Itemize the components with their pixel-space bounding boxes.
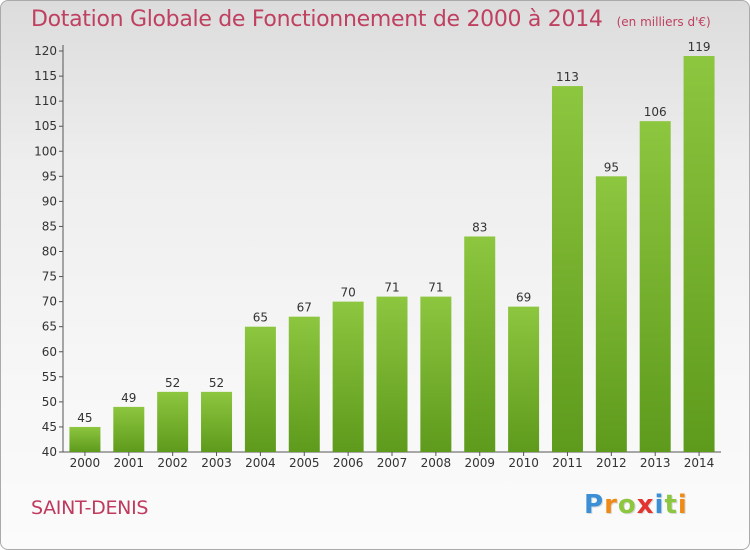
bar [420,296,452,452]
x-tick-label: 2000 [70,456,101,470]
logo-letter: i [654,490,665,520]
bar-value-label: 52 [165,376,180,390]
x-tick-label: 2008 [421,456,452,470]
bar-value-label: 106 [644,105,667,119]
y-tick-label: 80 [42,245,57,259]
y-tick-label: 120 [34,44,57,58]
y-tick-label: 50 [42,395,57,409]
x-tick-label: 2001 [114,456,145,470]
y-tick-label: 40 [42,445,57,459]
x-tick-label: 2009 [464,456,495,470]
bar-value-label: 71 [384,281,399,295]
x-tick-label: 2006 [333,456,364,470]
chart-title: Dotation Globale de Fonctionnement de 20… [31,7,711,32]
x-tick-label: 2003 [201,456,232,470]
y-tick-label: 45 [42,420,57,434]
x-tick-label: 2005 [289,456,320,470]
bar [639,121,671,453]
bar [244,326,276,452]
bar-value-label: 113 [556,70,579,84]
logo-letter: x [636,490,655,520]
bar [201,391,233,452]
logo-letter: t [664,490,678,520]
bar [683,56,715,452]
bar-value-label: 52 [209,376,224,390]
bar-value-label: 49 [121,391,136,405]
y-tick-label: 110 [34,94,57,108]
x-tick-label: 2011 [552,456,583,470]
bar [332,301,364,452]
y-tick-label: 105 [34,119,57,133]
commune-name: SAINT-DENIS [31,497,149,519]
y-tick-label: 85 [42,219,57,233]
x-tick-label: 2013 [640,456,671,470]
x-tick-label: 2010 [508,456,539,470]
logo-letter: P [584,490,605,520]
y-tick-label: 100 [34,144,57,158]
y-tick-label: 90 [42,194,57,208]
x-tick-label: 2004 [245,456,276,470]
y-tick-label: 70 [42,295,57,309]
bar-value-label: 67 [297,301,312,315]
y-tick-label: 95 [42,169,57,183]
bar [288,316,320,452]
bar-value-label: 70 [340,286,355,300]
bar-value-label: 65 [253,311,268,325]
bar [551,86,583,453]
x-tick-label: 2007 [377,456,408,470]
y-tick-label: 60 [42,345,57,359]
bar-chart: 40 45 50 55 60 65 70 75 80 85 90 95 100 105 110 115 120 4… [34,40,721,470]
bar-value-label: 119 [688,40,711,54]
y-tick-label: 65 [42,320,57,334]
bar [464,236,496,452]
proxiti-logo: Proxiti [584,490,688,520]
x-tick-label: 2002 [157,456,188,470]
logo-letter: r [604,490,618,520]
chart-title-text: Dotation Globale de Fonctionnement de 20… [31,7,603,32]
y-tick-label: 115 [34,69,57,83]
y-tick-label: 55 [42,370,57,384]
chart-unit: (en milliers d'€) [616,15,711,29]
bar [595,176,627,452]
bar [69,426,101,452]
bar-value-label: 95 [604,160,619,174]
logo-letter: o [617,490,637,520]
bar [508,306,540,452]
bar-value-label: 45 [77,411,92,425]
bar-value-label: 71 [428,281,443,295]
bar [157,391,189,452]
bar [376,296,408,452]
bar [113,406,145,452]
x-tick-label: 2012 [596,456,627,470]
logo-letter: i [677,490,688,520]
y-tick-label: 75 [42,270,57,284]
x-tick-label: 2014 [684,456,715,470]
bar-value-label: 69 [516,291,531,305]
bar-value-label: 83 [472,220,487,234]
